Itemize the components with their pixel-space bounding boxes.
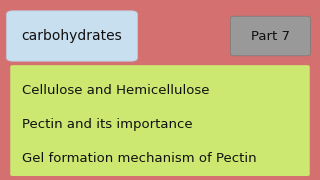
Text: Part 7: Part 7 [251, 30, 290, 42]
Text: Gel formation mechanism of Pectin: Gel formation mechanism of Pectin [22, 152, 257, 165]
Text: carbohydrates: carbohydrates [22, 29, 122, 43]
FancyBboxPatch shape [230, 16, 310, 56]
FancyBboxPatch shape [6, 11, 138, 61]
FancyBboxPatch shape [10, 65, 310, 176]
Text: Pectin and its importance: Pectin and its importance [22, 118, 193, 131]
Text: Cellulose and Hemicellulose: Cellulose and Hemicellulose [22, 84, 210, 96]
